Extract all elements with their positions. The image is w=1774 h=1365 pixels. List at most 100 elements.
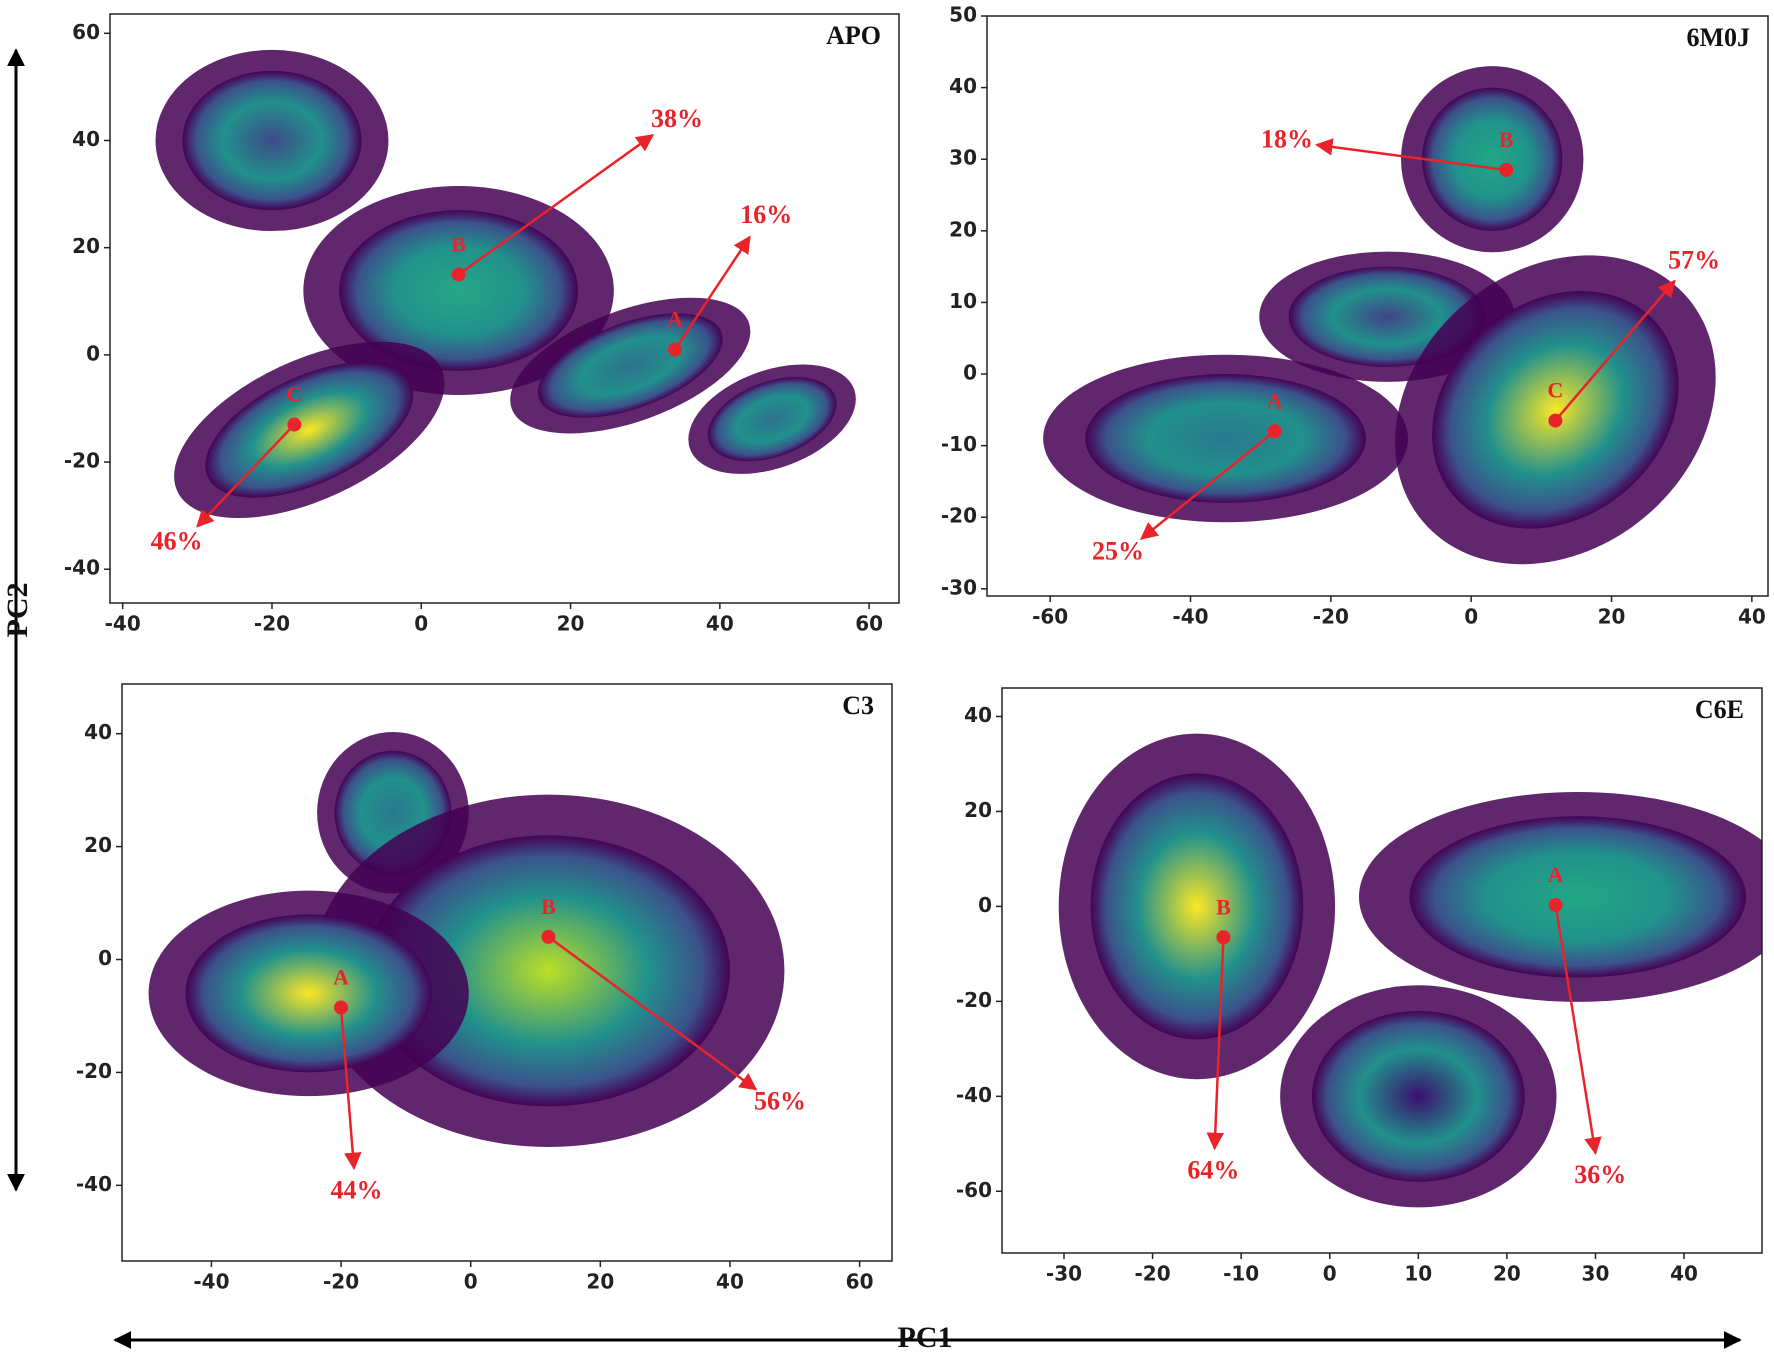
x-tick-label: -20: [1135, 1262, 1171, 1286]
x-tick-label: 10: [1404, 1262, 1432, 1286]
cluster-density: [1090, 773, 1304, 1040]
plot-area: [1043, 66, 1716, 565]
state-label: B: [1216, 894, 1231, 919]
plot-frame: [986, 15, 1769, 597]
population-label: 25%: [1092, 537, 1144, 566]
x-tick-label: 0: [464, 1270, 478, 1294]
state-point: [1548, 897, 1563, 912]
arrow: [1554, 279, 1676, 422]
cluster-density: [182, 70, 362, 211]
arrow: [457, 134, 655, 276]
state-point: [1216, 930, 1231, 945]
state-point: [668, 342, 683, 357]
y-tick-label: -40: [64, 556, 100, 580]
y-tick-label: -20: [956, 988, 992, 1012]
plot-frame: [121, 683, 893, 1262]
cluster-density: [1432, 291, 1679, 529]
y-tick-label: 50: [949, 3, 977, 27]
state-label: A: [1267, 388, 1283, 413]
state-label: A: [667, 307, 683, 332]
x-tick-label: 20: [1598, 605, 1626, 629]
population-label: 38%: [651, 104, 703, 133]
state-label: B: [541, 894, 556, 919]
state-point: [334, 1000, 349, 1015]
plot-area: [155, 49, 856, 519]
x-tick-label: -10: [1223, 1262, 1259, 1286]
y-tick-label: -20: [76, 1059, 112, 1083]
x-tick-label: 0: [1323, 1262, 1337, 1286]
x-tick-label: 20: [557, 612, 585, 636]
y-tick-label: 40: [72, 127, 100, 151]
cluster-density: [537, 313, 723, 418]
y-tick-label: 30: [949, 146, 977, 170]
x-tick-label: -30: [1046, 1262, 1082, 1286]
y-tick-label: 0: [86, 341, 100, 365]
cluster-density: [1409, 816, 1747, 978]
cluster-density: [339, 210, 579, 371]
y-tick-label: -20: [64, 449, 100, 473]
plot-area: [1058, 733, 1762, 1208]
y-tick-label: 20: [964, 798, 992, 822]
population-label: 57%: [1668, 246, 1720, 275]
x-tick-label: 40: [1738, 605, 1766, 629]
cluster-density: [1422, 87, 1563, 231]
x-tick-label: 20: [1493, 1262, 1521, 1286]
y-tick-label: -20: [941, 504, 977, 528]
y-tick-label: 40: [949, 74, 977, 98]
cluster-density: [707, 377, 837, 462]
state-point: [1548, 413, 1563, 428]
x-tick-label: 20: [586, 1270, 614, 1294]
y-tick-label: 20: [949, 217, 977, 241]
x-tick-label: 60: [846, 1270, 874, 1294]
arrow: [1554, 904, 1602, 1156]
x-axis-label: PC1: [898, 1321, 953, 1354]
arrow: [196, 423, 296, 528]
x-tick-label: 40: [716, 1270, 744, 1294]
arrow: [1140, 430, 1276, 540]
x-tick-label: -20: [323, 1270, 359, 1294]
y-tick-label: 0: [963, 361, 977, 385]
arrow: [547, 935, 758, 1091]
y-tick-label: -40: [956, 1083, 992, 1107]
x-tick-label: -40: [1172, 605, 1208, 629]
state-label: B: [451, 232, 466, 257]
population-label: 16%: [740, 200, 792, 229]
population-label: 36%: [1574, 1160, 1626, 1189]
x-tick-label: -20: [1313, 605, 1349, 629]
y-tick-label: -30: [941, 575, 977, 599]
population-label: 44%: [330, 1175, 382, 1204]
plot-frame: [109, 13, 900, 604]
population-label: 56%: [754, 1087, 806, 1116]
x-tick-label: -20: [254, 612, 290, 636]
y-tick-label: 10: [949, 289, 977, 313]
population-label: 46%: [151, 527, 203, 556]
state-point: [541, 929, 556, 944]
y-tick-label: -60: [956, 1178, 992, 1202]
cluster-density: [367, 835, 730, 1107]
plot-frame: [1001, 687, 1763, 1254]
plot-area: [148, 731, 785, 1147]
state-label: B: [1499, 127, 1514, 152]
x-tick-label: 60: [855, 612, 883, 636]
x-tick-label: 40: [1670, 1262, 1698, 1286]
x-tick-label: 0: [1464, 605, 1478, 629]
arrow: [339, 1007, 362, 1171]
x-tick-label: 40: [706, 612, 734, 636]
y-tick-label: 60: [72, 20, 100, 44]
x-tick-label: -60: [1032, 605, 1068, 629]
state-label: A: [333, 965, 349, 990]
panel-title: 6M0J: [1686, 23, 1750, 52]
arrow: [674, 235, 751, 351]
y-axis-label: PC2: [1, 583, 34, 638]
arrow: [1206, 937, 1225, 1151]
x-tick-label: 30: [1582, 1262, 1610, 1286]
population-label: 18%: [1261, 125, 1313, 154]
x-tick-label: -40: [105, 612, 141, 636]
panel-title: C6E: [1695, 695, 1744, 724]
y-tick-label: 0: [98, 946, 112, 970]
panel-title: C3: [842, 691, 874, 720]
state-label: A: [1548, 862, 1564, 887]
y-tick-label: 40: [84, 720, 112, 744]
cluster-density: [185, 914, 432, 1073]
